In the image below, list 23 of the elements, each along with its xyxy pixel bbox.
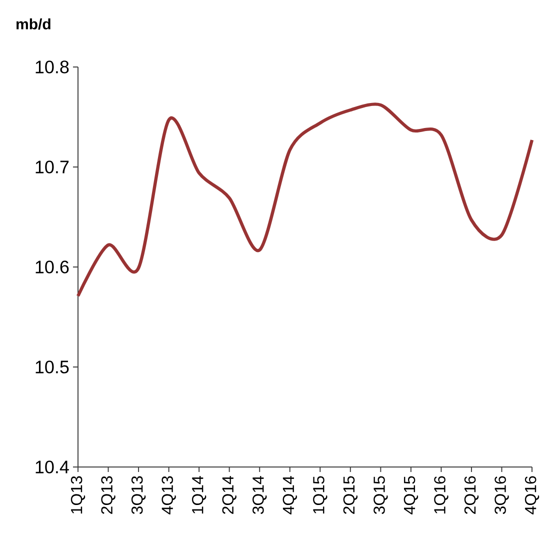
line-series	[76, 102, 534, 298]
y-tick-label: 10.4	[36, 460, 69, 474]
y-tick-label: 10.7	[36, 160, 69, 174]
x-tick-label: 2Q13	[101, 476, 116, 514]
x-tick-label: 4Q13	[162, 476, 176, 514]
x-tick-label: 1Q16	[434, 476, 448, 514]
x-tick-label: 3Q15	[374, 476, 388, 514]
y-tick-label: 10.6	[36, 260, 69, 274]
y-tick-label: 10.8	[36, 60, 69, 74]
y-tick-label: 10.5	[36, 360, 69, 374]
x-tick-label: 2Q16	[464, 476, 479, 514]
x-tick-label: 3Q14	[252, 476, 267, 514]
x-tick-label: 3Q13	[131, 476, 146, 514]
x-tick-label: 4Q16	[524, 476, 540, 514]
x-tick-label: 1Q14	[192, 476, 206, 514]
y-axis-title: mb/d	[16, 18, 50, 30]
x-tick-label: 1Q13	[70, 476, 86, 514]
x-tick-label: 2Q15	[343, 476, 358, 514]
x-tick-label: 4Q15	[404, 476, 418, 514]
x-tick-label: 4Q14	[282, 476, 297, 514]
x-tick-label: 3Q16	[494, 476, 509, 514]
x-tick-label: 1Q15	[313, 476, 328, 514]
x-tick-label: 2Q14	[222, 476, 236, 514]
